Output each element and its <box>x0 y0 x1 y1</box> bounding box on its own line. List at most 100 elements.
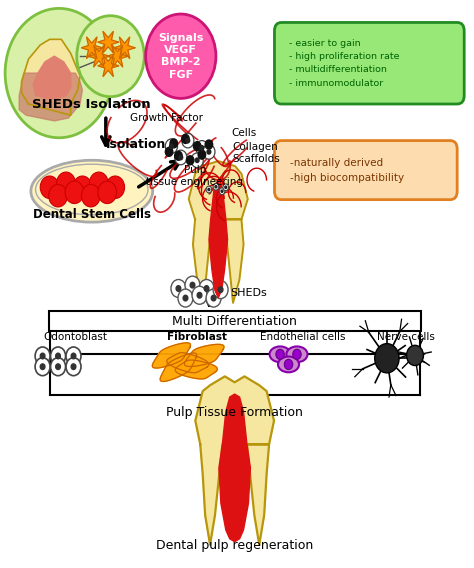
Circle shape <box>165 147 173 156</box>
Circle shape <box>175 150 187 165</box>
Circle shape <box>213 183 219 190</box>
Circle shape <box>57 172 75 195</box>
Polygon shape <box>160 353 197 382</box>
Text: SHEDs: SHEDs <box>230 288 267 298</box>
Circle shape <box>82 185 100 207</box>
Circle shape <box>185 276 200 294</box>
Polygon shape <box>89 45 109 67</box>
Circle shape <box>40 353 45 359</box>
Text: - easier to gain
- high proliferation rate
- multidifferentiation
- immunomodula: - easier to gain - high proliferation ra… <box>289 39 399 87</box>
Circle shape <box>215 186 217 188</box>
Circle shape <box>66 347 81 365</box>
Circle shape <box>191 153 203 168</box>
Circle shape <box>218 287 223 293</box>
Text: -naturally derived
-high biocompatibility: -naturally derived -high biocompatibilit… <box>290 158 404 182</box>
Circle shape <box>293 349 301 360</box>
Circle shape <box>205 140 213 149</box>
Polygon shape <box>175 360 218 379</box>
Circle shape <box>204 286 209 291</box>
FancyBboxPatch shape <box>274 23 464 104</box>
Text: Nerve cells: Nerve cells <box>377 332 435 343</box>
Polygon shape <box>19 73 82 121</box>
Circle shape <box>146 14 216 98</box>
Text: Fibroblast: Fibroblast <box>167 332 227 343</box>
Text: Dental Stem Cells: Dental Stem Cells <box>33 208 151 222</box>
Circle shape <box>182 135 189 143</box>
Circle shape <box>170 144 173 148</box>
Circle shape <box>208 189 210 191</box>
Circle shape <box>5 9 113 138</box>
Polygon shape <box>152 343 191 368</box>
Circle shape <box>196 140 208 155</box>
Circle shape <box>51 347 65 365</box>
Text: Collagen
Scaffolds: Collagen Scaffolds <box>232 142 280 164</box>
Circle shape <box>375 344 399 373</box>
Circle shape <box>179 155 182 160</box>
Circle shape <box>40 364 45 370</box>
Circle shape <box>219 188 225 195</box>
Circle shape <box>35 358 50 375</box>
Circle shape <box>106 176 125 198</box>
Polygon shape <box>184 344 224 366</box>
Text: Multi Differentiation: Multi Differentiation <box>172 315 297 328</box>
Polygon shape <box>98 55 118 77</box>
Circle shape <box>192 286 207 304</box>
Text: Endothelial cells: Endothelial cells <box>260 332 346 343</box>
Polygon shape <box>189 161 248 303</box>
Circle shape <box>207 149 211 154</box>
Text: Signals
VEGF
BMP-2
FGF: Signals VEGF BMP-2 FGF <box>158 32 203 80</box>
Text: SHEDs Isolation: SHEDs Isolation <box>33 98 151 111</box>
Circle shape <box>90 172 108 195</box>
Circle shape <box>71 353 76 359</box>
Circle shape <box>175 151 182 160</box>
Circle shape <box>98 181 117 203</box>
Circle shape <box>197 293 202 298</box>
Text: Odontoblast: Odontoblast <box>44 332 108 343</box>
Circle shape <box>276 349 284 360</box>
Polygon shape <box>98 31 118 53</box>
Circle shape <box>170 139 177 148</box>
Text: Cells: Cells <box>231 128 256 138</box>
Circle shape <box>284 360 293 370</box>
Circle shape <box>200 145 204 150</box>
Circle shape <box>407 345 423 366</box>
Circle shape <box>213 281 228 299</box>
Text: Pulp
tissue engineering: Pulp tissue engineering <box>146 165 243 187</box>
Polygon shape <box>82 37 102 59</box>
Circle shape <box>65 181 84 203</box>
Ellipse shape <box>31 160 153 222</box>
Ellipse shape <box>286 346 308 362</box>
Polygon shape <box>21 39 80 115</box>
Circle shape <box>223 184 228 191</box>
Ellipse shape <box>36 164 148 215</box>
Circle shape <box>203 144 215 159</box>
Circle shape <box>199 279 214 298</box>
Circle shape <box>211 295 216 301</box>
Circle shape <box>66 358 81 375</box>
Polygon shape <box>114 37 135 59</box>
Polygon shape <box>209 181 228 298</box>
Circle shape <box>221 190 223 193</box>
Circle shape <box>176 286 181 291</box>
Circle shape <box>186 156 194 165</box>
Circle shape <box>206 289 221 307</box>
Circle shape <box>171 279 186 298</box>
Circle shape <box>56 353 60 359</box>
Circle shape <box>183 295 188 301</box>
Circle shape <box>193 141 201 151</box>
Polygon shape <box>219 394 250 542</box>
Circle shape <box>206 186 212 193</box>
Circle shape <box>165 139 177 153</box>
Ellipse shape <box>278 357 299 372</box>
Circle shape <box>182 133 194 148</box>
FancyBboxPatch shape <box>49 311 420 331</box>
Circle shape <box>56 364 60 370</box>
Ellipse shape <box>270 346 291 362</box>
Polygon shape <box>33 56 71 98</box>
Circle shape <box>49 185 67 207</box>
Circle shape <box>71 364 76 370</box>
Circle shape <box>190 282 195 288</box>
Text: Dental pulp regeneration: Dental pulp regeneration <box>156 539 313 552</box>
Text: Growth Factor: Growth Factor <box>130 113 203 123</box>
Circle shape <box>73 176 92 198</box>
